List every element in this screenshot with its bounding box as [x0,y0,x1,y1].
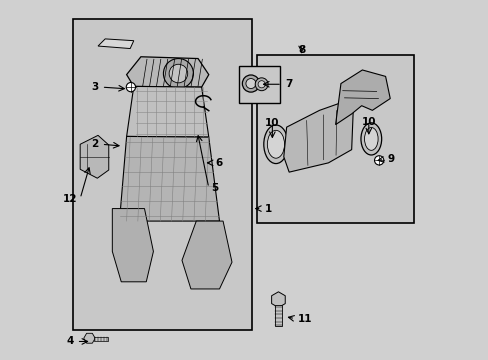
Text: 7: 7 [285,79,292,89]
Polygon shape [335,70,389,125]
Polygon shape [119,136,219,221]
Circle shape [258,81,264,88]
Circle shape [374,156,383,165]
Circle shape [242,75,259,92]
Bar [275,305,281,327]
Text: 10: 10 [361,117,375,127]
Text: 11: 11 [298,314,312,324]
Bar [94,337,108,341]
Polygon shape [83,333,95,343]
Circle shape [163,59,193,89]
Circle shape [126,82,135,92]
Polygon shape [126,86,208,137]
Text: 10: 10 [264,118,279,128]
Text: 4: 4 [66,337,74,346]
Ellipse shape [267,130,284,158]
Text: 6: 6 [215,158,222,168]
Polygon shape [182,221,231,289]
Text: 3: 3 [91,82,99,92]
Polygon shape [98,39,134,49]
Polygon shape [80,135,108,178]
Bar [257,55,413,223]
Circle shape [169,64,187,83]
Polygon shape [283,102,353,172]
Ellipse shape [364,127,377,150]
Text: 5: 5 [211,183,219,193]
Bar [73,19,251,330]
Ellipse shape [360,123,381,155]
Circle shape [245,78,255,89]
Polygon shape [112,208,153,282]
Polygon shape [271,292,285,307]
Text: 8: 8 [297,45,305,55]
Ellipse shape [263,125,287,163]
Bar [239,66,280,103]
Circle shape [255,78,267,91]
Polygon shape [126,57,208,87]
Text: 2: 2 [91,139,99,149]
Text: 1: 1 [264,203,271,213]
Text: 9: 9 [386,154,394,164]
Text: 12: 12 [62,194,77,203]
